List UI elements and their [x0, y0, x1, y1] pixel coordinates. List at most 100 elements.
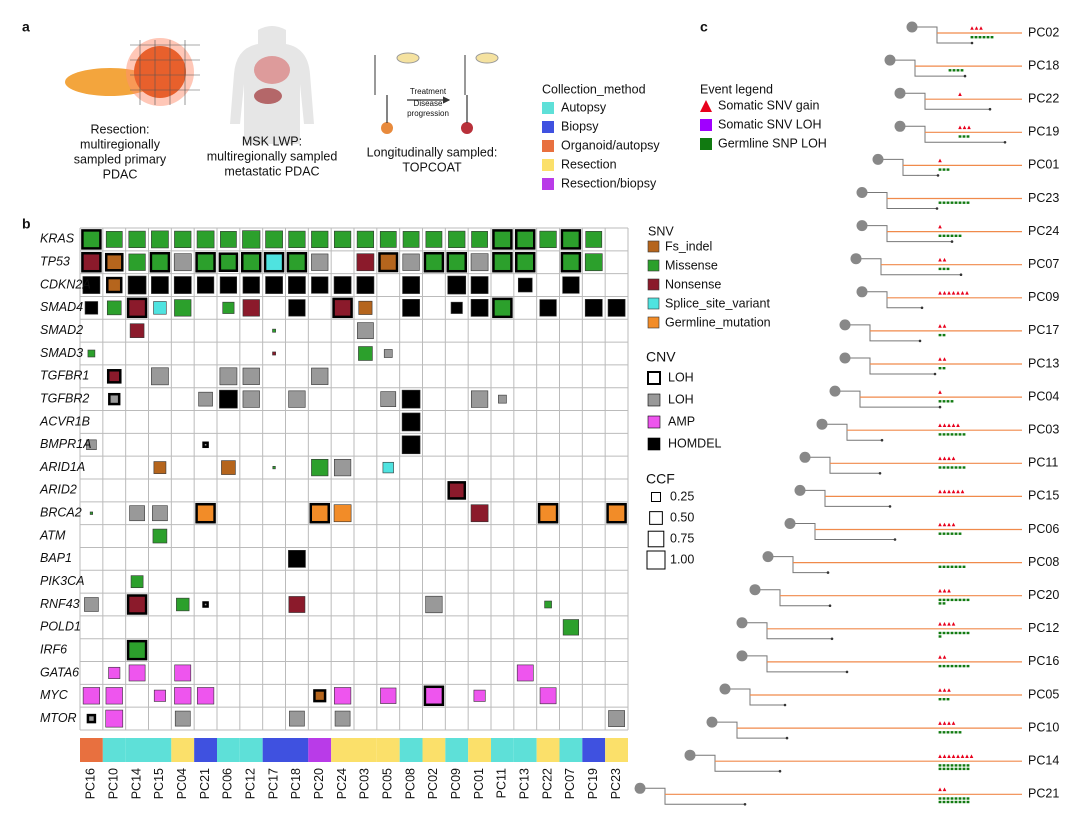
mutation-cell	[288, 596, 306, 613]
germline-loh	[942, 201, 946, 204]
mutation-cell	[379, 231, 397, 248]
mutation-cell	[153, 301, 167, 315]
mutation-cell	[288, 276, 306, 294]
gene-label: MYC	[40, 688, 69, 702]
mutation-cell	[515, 229, 536, 250]
tree-label: PC23	[1028, 191, 1059, 205]
tree-label: PC01	[1028, 158, 1059, 172]
legend-swatch	[647, 240, 660, 253]
gene-label: CDKN2A	[40, 277, 91, 291]
tree-branch	[862, 192, 937, 209]
panel-a-art	[65, 26, 499, 144]
legend-marker	[700, 100, 712, 112]
sample-label: PC08	[403, 768, 417, 799]
mutation-cell	[423, 251, 445, 273]
germline-loh	[938, 664, 942, 668]
mutation-cell	[130, 575, 144, 589]
collection-cell	[148, 738, 172, 762]
tree-leaf	[830, 637, 834, 641]
mutation-cell	[333, 458, 352, 477]
mutation-cell	[84, 597, 99, 612]
tree-root	[784, 518, 796, 529]
tree-label: PC22	[1028, 91, 1059, 105]
mutation-cell	[198, 391, 213, 407]
germline-loh	[938, 234, 942, 237]
snv-gain	[951, 622, 956, 626]
tree-label: PC12	[1028, 621, 1059, 635]
legend-label: Autopsy	[561, 100, 607, 114]
tree-label: PC24	[1028, 224, 1059, 238]
caption: sampled primary	[74, 152, 167, 166]
tree-leaf	[878, 472, 882, 475]
tree-leaf	[743, 803, 747, 806]
tree-root	[894, 120, 906, 132]
mutation-cell	[560, 251, 582, 273]
germline-loh	[950, 664, 954, 668]
tree-leaf	[936, 174, 940, 177]
mutation-cell	[106, 300, 122, 316]
legend-label: LOH	[668, 392, 694, 406]
tree-label: PC09	[1028, 290, 1059, 304]
sample-label: PC21	[198, 768, 212, 799]
ccf-label: 0.50	[670, 510, 694, 524]
mutation-cell	[221, 460, 236, 475]
mutation-cell	[265, 230, 283, 249]
germline-loh	[954, 631, 958, 635]
sample-label: PC14	[129, 768, 143, 799]
mutation-cell	[81, 251, 102, 273]
sample-label: PC18	[289, 768, 303, 799]
snv-gain	[938, 754, 942, 758]
germline-loh	[954, 466, 958, 469]
germline-loh	[942, 602, 946, 605]
mutation-cell	[106, 369, 122, 384]
mutation-cell	[104, 252, 124, 272]
tree-root	[894, 87, 906, 99]
snv-gain	[938, 390, 942, 394]
tree-root	[906, 21, 918, 33]
snv-gain	[951, 489, 956, 494]
tree-root	[856, 187, 868, 198]
germline-loh	[956, 69, 960, 72]
mutation-cell	[126, 594, 148, 615]
snv-gain	[942, 787, 947, 792]
mutation-cell	[87, 349, 96, 358]
caption: TOPCOAT	[402, 160, 462, 174]
germline-loh	[966, 797, 970, 800]
germline-loh	[974, 36, 978, 39]
snv-gain	[938, 721, 942, 725]
mutation-cell	[560, 229, 582, 250]
collection-cell	[217, 738, 240, 762]
legend-title: Collection_method	[542, 82, 646, 96]
mutation-cell	[356, 230, 375, 249]
tree-root	[856, 286, 868, 298]
snv-gain	[938, 291, 942, 295]
legend-title: SNV	[648, 224, 674, 238]
mutation-cell	[289, 710, 305, 727]
tree-root	[872, 153, 884, 165]
mutation-cell	[446, 251, 467, 273]
sample-label: PC02	[426, 768, 440, 799]
mutation-cell	[401, 389, 421, 409]
mutation-cell	[447, 481, 467, 500]
mutation-cell	[425, 231, 443, 248]
mutation-cell	[492, 229, 513, 250]
tree-root	[799, 451, 811, 463]
mutation-cell	[383, 349, 393, 358]
germline-loh	[982, 36, 986, 39]
tree-root	[884, 54, 896, 66]
caption: Resection:	[90, 122, 149, 136]
tree-label: PC14	[1028, 753, 1059, 767]
sample-2	[461, 122, 473, 134]
germline-loh	[942, 333, 946, 337]
germline-loh	[966, 767, 970, 771]
germline-loh	[946, 797, 950, 800]
legend-swatch	[647, 278, 660, 291]
mutation-cell	[82, 276, 101, 294]
tree-label: PC16	[1028, 654, 1059, 668]
germline-loh	[946, 731, 950, 734]
caption: multiregionally sampled	[207, 149, 338, 163]
tree-label: PC19	[1028, 125, 1059, 139]
legend-label: Splice_site_variant	[665, 296, 770, 310]
lungs	[254, 56, 290, 84]
germline-loh	[946, 201, 950, 204]
